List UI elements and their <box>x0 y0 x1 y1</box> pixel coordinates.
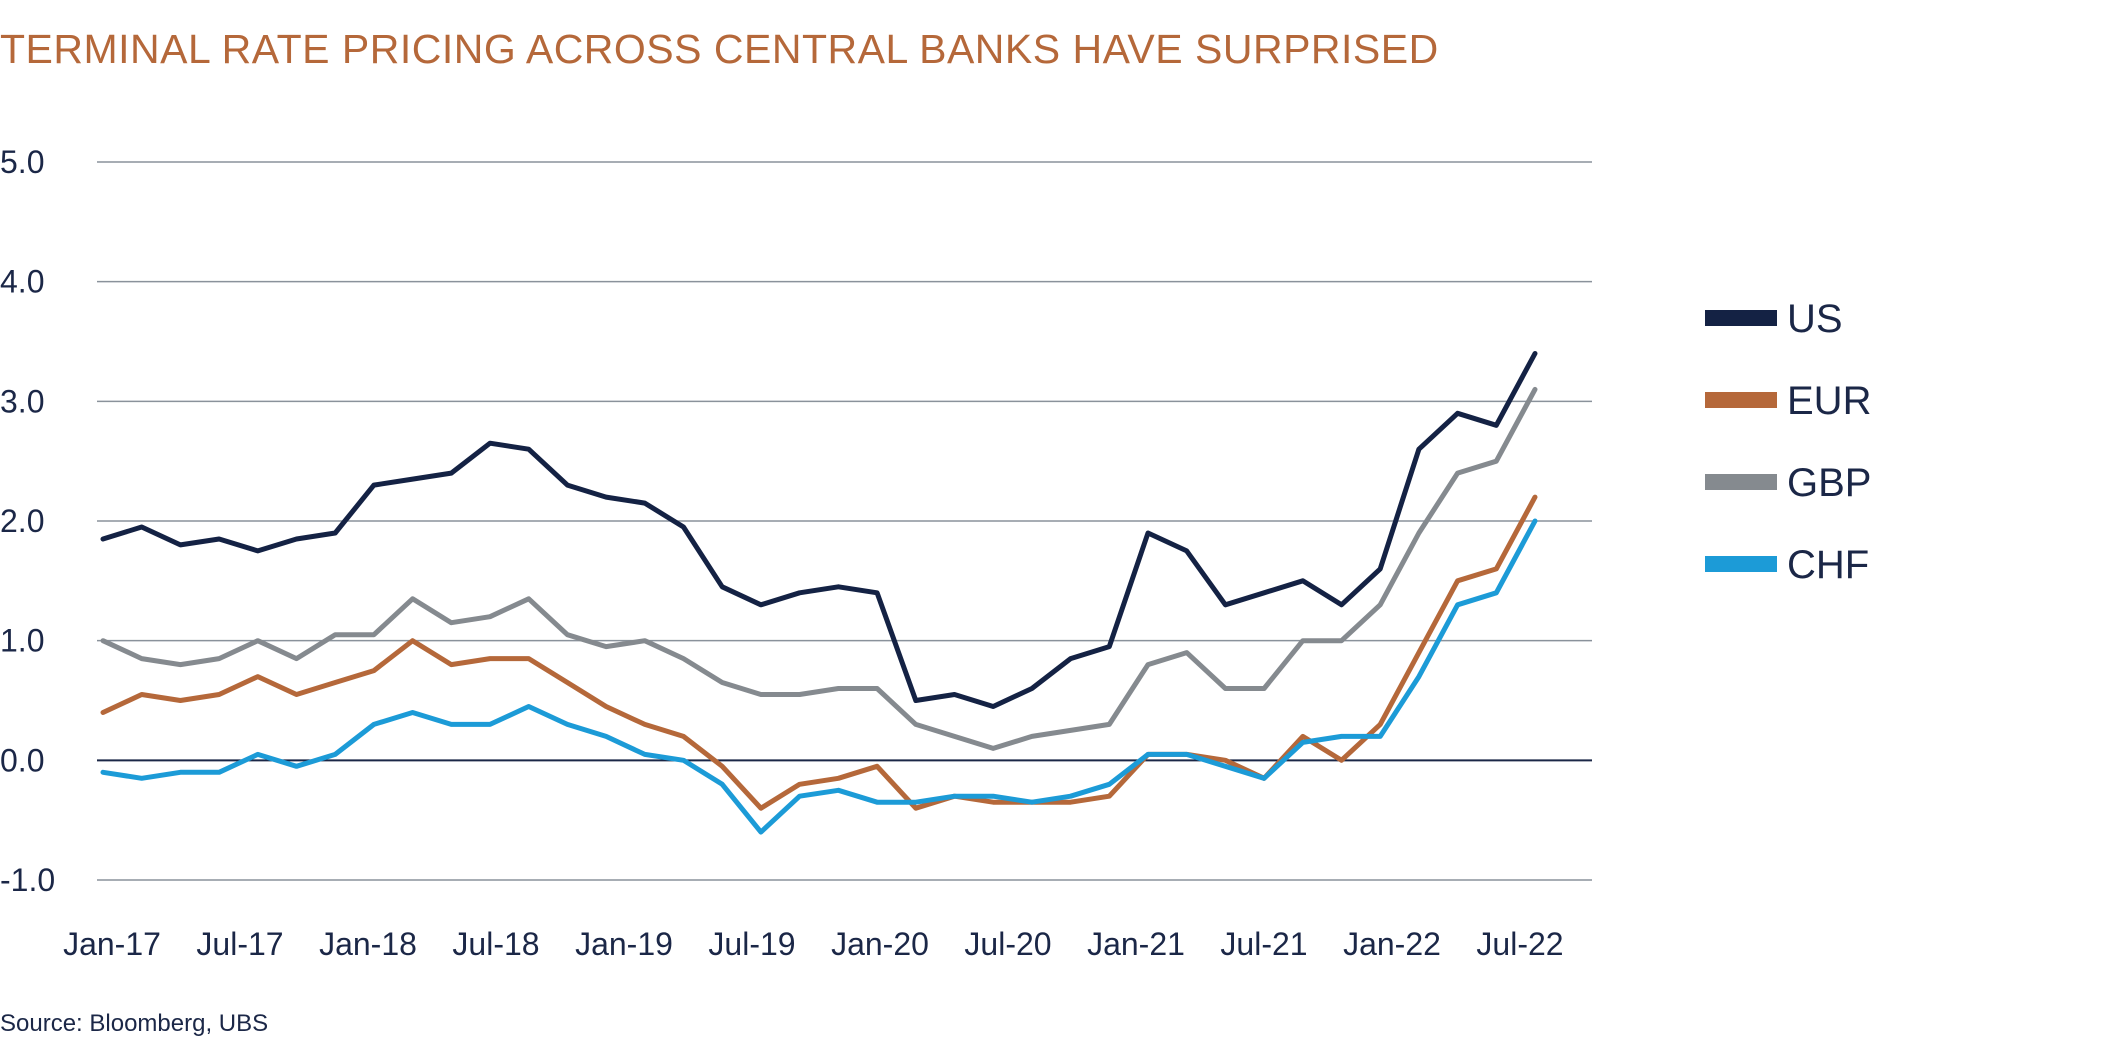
legend-item-gbp: GBP <box>1705 461 1871 505</box>
legend-label: CHF <box>1787 543 1869 587</box>
legend-item-chf: CHF <box>1705 543 1869 587</box>
series-line-gbp <box>100 386 1538 751</box>
x-tick-label: Jul-22 <box>1476 926 1563 962</box>
source-note: Source: Bloomberg, UBS <box>0 1010 269 1037</box>
x-tick-label: Jul-18 <box>452 926 539 962</box>
x-axis-ticks: Jan-17 Jul-17 Jan-18 Jul-18 Jan-19 Jul-19 Jan-… <box>63 926 1564 962</box>
y-tick-label: 3.0 <box>0 383 44 419</box>
legend: US EUR GBP CHF <box>1705 297 1871 587</box>
series-line-us <box>100 351 1538 709</box>
gridlines <box>97 161 1592 881</box>
series-line-eur <box>100 494 1538 811</box>
legend-swatch <box>1705 556 1777 572</box>
y-tick-label: 2.0 <box>0 503 44 539</box>
line-chart: 5.04.03.02.01.00.0-1.0 Jan-17 Jul-17 Jan-1… <box>0 144 1871 962</box>
y-tick-label: 0.0 <box>0 742 44 778</box>
y-tick-label: 1.0 <box>0 623 44 659</box>
x-tick-label: Jan-18 <box>319 926 417 962</box>
y-axis-ticks: 5.0 4.0 3.0 2.0 1.0 0.0 -1.0 <box>0 144 55 898</box>
legend-item-us: US <box>1705 297 1843 341</box>
chart-title: TERMINAL RATE PRICING ACROSS CENTRAL BAN… <box>0 26 1439 72</box>
x-tick-label: Jan-19 <box>575 926 673 962</box>
legend-swatch <box>1705 474 1777 490</box>
x-tick-label: Jan-21 <box>1087 926 1185 962</box>
x-tick-label: Jul-20 <box>964 926 1051 962</box>
legend-label: GBP <box>1787 461 1871 505</box>
y-tick-label: -1.0 <box>0 862 55 898</box>
y-tick-label: 4.0 <box>0 264 44 300</box>
x-tick-label: Jul-21 <box>1220 926 1307 962</box>
x-tick-label: Jul-19 <box>708 926 795 962</box>
y-tick-label: 5.0 <box>0 144 44 180</box>
series-line-chf <box>100 518 1538 835</box>
legend-swatch <box>1705 310 1777 326</box>
legend-label: US <box>1787 297 1843 341</box>
x-tick-label: Jan-20 <box>831 926 929 962</box>
x-tick-label: Jan-17 <box>63 926 161 962</box>
legend-swatch <box>1705 392 1777 408</box>
legend-item-eur: EUR <box>1705 379 1871 423</box>
x-tick-label: Jan-22 <box>1343 926 1441 962</box>
series-lines <box>100 351 1538 835</box>
x-tick-label: Jul-17 <box>196 926 283 962</box>
legend-label: EUR <box>1787 379 1871 423</box>
